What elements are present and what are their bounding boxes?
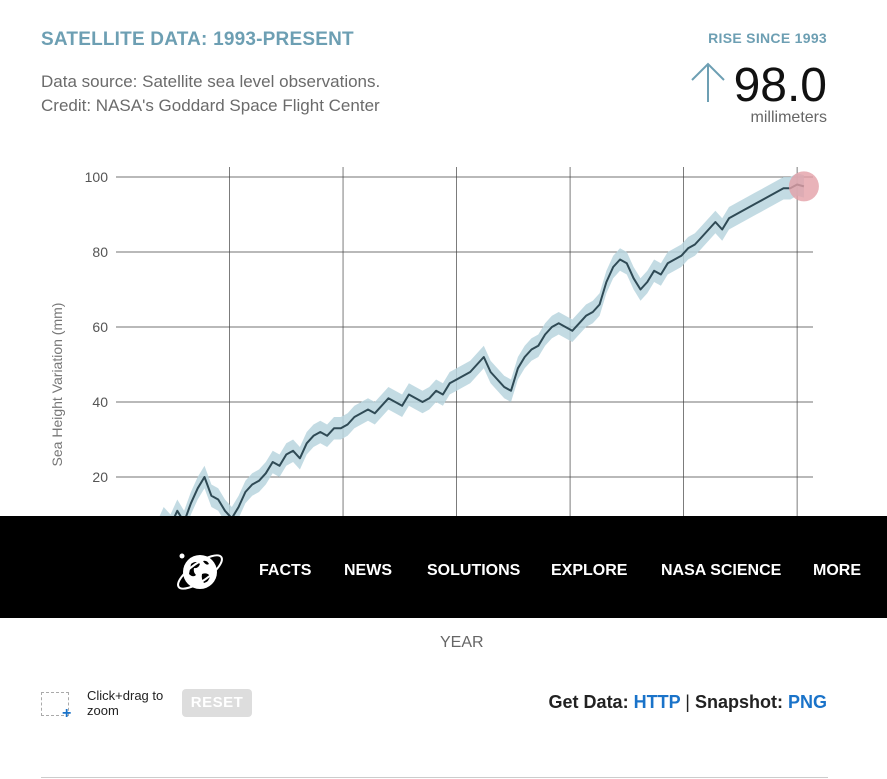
rise-unit: millimeters [750,109,827,126]
png-link[interactable]: PNG [787,692,827,712]
x-axis-label: YEAR [440,634,484,651]
nav-solutions[interactable]: SOLUTIONS [427,562,521,579]
get-data-label: Get Data: [548,692,629,712]
up-arrow-icon [691,62,725,102]
reset-button[interactable]: RESET [182,689,252,717]
zoom-select-icon[interactable] [41,692,69,716]
nav-nasa-science[interactable]: NASA SCIENCE [661,562,782,579]
rise-label: RISE SINCE 1993 [708,30,827,46]
y-tick-label: 100 [85,169,109,185]
nav-facts[interactable]: FACTS [259,562,312,579]
separator: | [685,692,690,712]
nav-news[interactable]: NEWS [344,562,392,579]
zoom-plus-icon: + [62,705,72,722]
snapshot-label: Snapshot: [694,692,783,712]
uncertainty-band [116,173,804,564]
y-tick-label: 40 [92,394,108,410]
rise-value: 98.0 [733,59,827,112]
credit-line: Credit: NASA's Goddard Space Flight Cent… [41,96,380,115]
zoom-hint: Click+drag to zoom [87,688,164,718]
y-tick-label: 60 [92,319,108,335]
http-link[interactable]: HTTP [633,692,681,712]
divider [41,777,828,778]
y-tick-label: 80 [92,244,108,260]
nav-explore[interactable]: EXPLORE [551,562,628,579]
source-line: Data source: Satellite sea level observa… [41,72,381,91]
data-source: Data source: Satellite sea level observa… [41,70,380,118]
page-title: SATELLITE DATA: 1993-PRESENT [41,29,354,50]
latest-value-marker[interactable] [788,171,819,202]
y-axis-ticks: 20 40 60 80 100 [85,169,109,485]
chart-grid [116,167,813,552]
site-navbar [0,516,887,618]
y-tick-label: 20 [92,469,108,485]
nav-more[interactable]: MORE [813,562,861,579]
get-data-bar: Get Data: HTTP | Snapshot: PNG [549,692,827,713]
y-axis-label: Sea Height Variation (mm) [49,303,65,467]
globe-logo-icon[interactable] [172,544,228,600]
